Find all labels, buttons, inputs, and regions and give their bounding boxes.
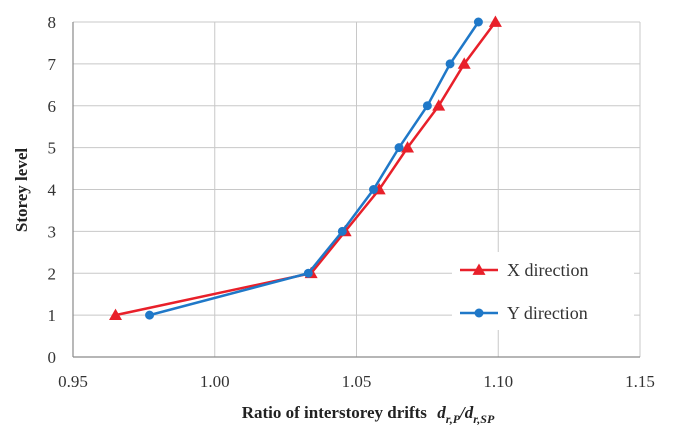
x-axis-title-math: dr,P/dr,SP (437, 403, 495, 426)
x-tick-label: 1.00 (200, 372, 230, 391)
legend-item: Y direction (460, 303, 588, 323)
x-tick-label: 1.15 (625, 372, 655, 391)
data-point (394, 143, 404, 153)
data-point (422, 101, 432, 111)
y-tick-label: 2 (48, 264, 57, 283)
y-tick-label: 1 (48, 306, 57, 325)
series-layer (109, 15, 502, 320)
x-axis-title: Ratio of interstorey drifts dr,P/dr,SP (242, 403, 495, 426)
x-axis-math-part: r,P (446, 412, 461, 426)
data-point (457, 57, 471, 69)
series-y-direction (145, 17, 483, 320)
y-tick-label: 6 (48, 97, 57, 116)
legend: X direction Y direction (452, 252, 634, 330)
data-point (445, 59, 455, 69)
data-point (473, 17, 483, 27)
y-axis-title: Storey level (12, 148, 31, 232)
y-tick-label: 7 (48, 55, 57, 74)
x-tick-label: 1.10 (483, 372, 513, 391)
legend-swatch-marker (474, 308, 484, 318)
legend-item: X direction (460, 260, 588, 280)
data-point (369, 185, 379, 194)
y-tick-label: 8 (48, 13, 57, 32)
y-tick-label: 3 (48, 222, 57, 241)
x-axis-title-text: Ratio of interstorey drifts (242, 403, 428, 422)
y-tick-label: 4 (48, 181, 57, 200)
data-point (337, 226, 347, 236)
x-axis-math-part: d (437, 403, 446, 422)
x-axis-math-part: /d (458, 403, 474, 422)
data-point (488, 15, 502, 27)
legend-swatch-marker (472, 263, 486, 275)
axes (72, 22, 640, 358)
series-line (115, 21, 497, 317)
x-tick-label: 1.05 (342, 372, 372, 391)
data-point (401, 141, 415, 153)
y-tick-label: 0 (48, 348, 57, 367)
x-axis-math-part: r,SP (473, 412, 495, 426)
legend-label: X direction (507, 260, 588, 280)
data-point (432, 99, 446, 111)
tick-labels: 0 1 2 3 4 5 6 7 8 0.95 1.00 1.05 1.10 1.15 (48, 13, 655, 391)
series-line (149, 21, 480, 317)
data-point (145, 310, 155, 320)
legend-box (452, 252, 634, 330)
x-tick-label: 0.95 (58, 372, 88, 391)
data-point (303, 268, 313, 278)
data-point (109, 308, 123, 320)
legend-label: Y direction (507, 303, 588, 323)
y-tick-label: 5 (48, 139, 57, 158)
